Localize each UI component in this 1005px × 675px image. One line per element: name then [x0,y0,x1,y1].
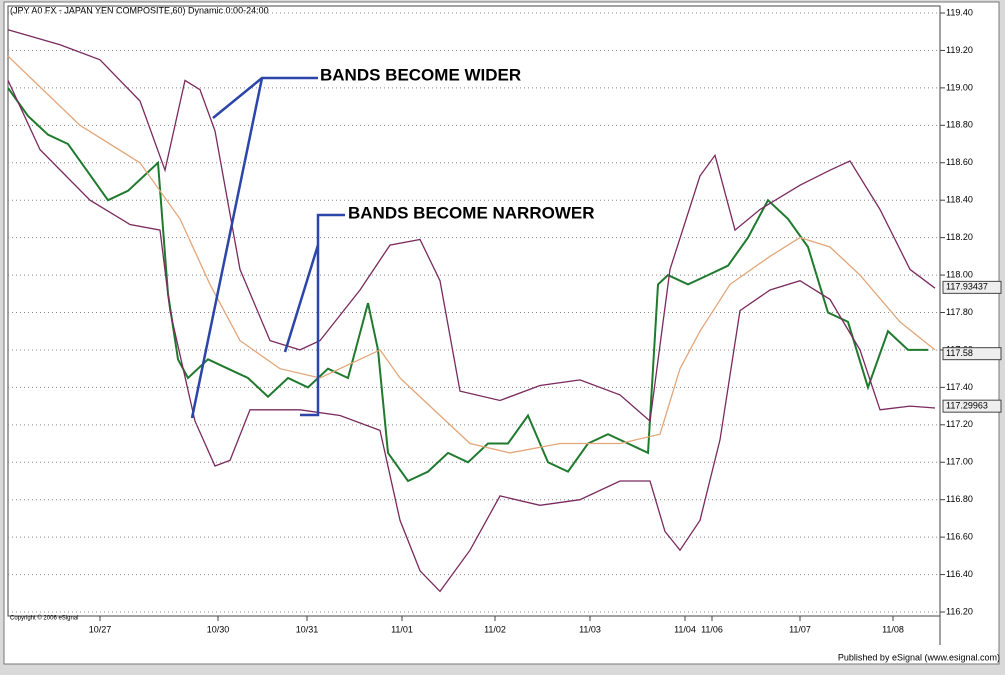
annotation: BANDS BECOME WIDER [320,65,521,84]
arrow-line [300,213,345,417]
arrow-line [283,244,320,353]
series-line [7,80,936,593]
y-tick-label: 117.00 [946,457,973,467]
annotation-arrows [190,76,345,419]
y-tick-label: 118.80 [946,120,973,130]
y-tick-label: 116.20 [946,606,973,616]
plot-area [7,5,941,617]
arrow-line [190,77,264,419]
series-line [7,87,928,483]
series-line [7,29,936,423]
y-tick-label: 117.20 [946,419,973,429]
y-tick-label: 117.40 [946,382,973,392]
x-tick-label: 11/08 [882,624,904,634]
y-tick-label: 118.00 [946,269,973,279]
y-tick-label: 119.20 [946,45,973,55]
y-tick-label: 119.00 [946,82,973,92]
x-tick-label: 11/07 [789,624,811,634]
x-tick-label: 11/03 [579,624,601,634]
last-value-label: 117.29963 [946,401,988,411]
y-tick-label: 118.60 [946,157,973,167]
last-value-label: 117.58 [946,348,973,358]
last-value-box [942,347,1002,361]
plot: 116.20 116.40 116.60 116.80 117.00 117.20 117.… [7,7,1002,634]
x-tick-label: 11/01 [391,624,413,634]
credit: Published by eSignal (www.esignal.com) [838,652,1000,662]
copyright: Copyright © 2006 eSignal [10,615,78,622]
x-tick-label: 10/31 [296,624,319,634]
x-tick-label: 11/04 [674,624,696,634]
y-tick-label: 118.20 [946,232,973,242]
y-tick-label: 119.40 [946,7,973,17]
last-value-label: 117.93437 [946,282,988,292]
chart-title: (JPY A0 FX - JAPAN YEN COMPOSITE,60) Dyn… [10,5,269,15]
y-tick-label: 118.40 [946,195,973,205]
x-tick-label: 11/06 [701,624,723,634]
x-tick-label: 10/30 [207,624,230,634]
series-line [7,55,936,454]
annotation: BANDS BECOME NARROWER [348,203,595,222]
last-value-box [942,280,1002,294]
y-tick-label: 116.80 [946,494,973,504]
y-tick-label: 116.60 [946,532,973,542]
x-tick-label: 10/27 [89,624,112,634]
y-tick-label: 117.80 [946,307,973,317]
x-tick-label: 11/02 [484,624,506,634]
y-tick-label: 116.40 [946,569,973,579]
last-value-box [942,399,1002,413]
